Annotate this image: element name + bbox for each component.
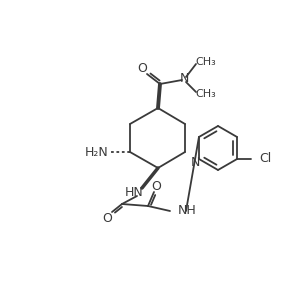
Text: NH: NH bbox=[178, 205, 197, 218]
Text: CH₃: CH₃ bbox=[196, 89, 216, 99]
Text: N: N bbox=[179, 73, 189, 85]
Text: O: O bbox=[102, 212, 112, 224]
Text: H₂N: H₂N bbox=[85, 146, 109, 158]
Text: O: O bbox=[151, 179, 161, 193]
Text: CH₃: CH₃ bbox=[196, 57, 216, 67]
Text: HN: HN bbox=[124, 187, 143, 200]
Text: Cl: Cl bbox=[259, 152, 271, 166]
Text: O: O bbox=[137, 62, 147, 76]
Text: N: N bbox=[190, 157, 200, 169]
